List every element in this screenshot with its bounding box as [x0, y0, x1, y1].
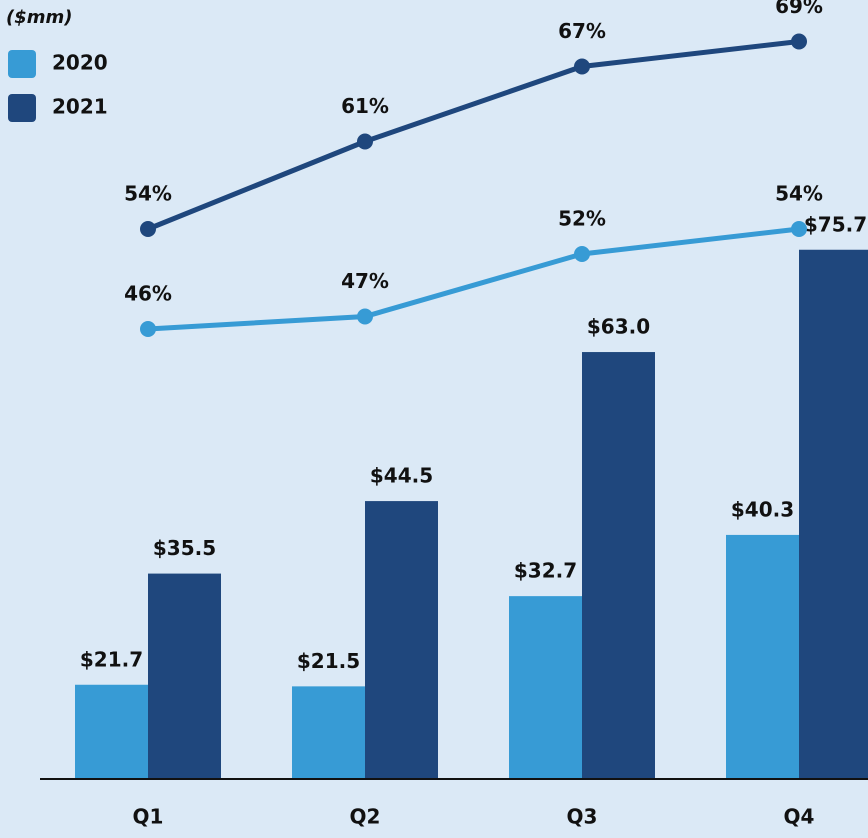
legend-label: 2020 [52, 51, 108, 75]
line-point [357, 133, 373, 150]
bar [365, 501, 438, 779]
line-point [791, 33, 807, 50]
line-point [574, 58, 590, 75]
legend-label: 2021 [52, 95, 108, 119]
x-tick-label: Q1 [133, 805, 164, 829]
bar-value-label: $32.7 [514, 559, 577, 583]
line [147, 226, 800, 332]
bar [292, 686, 365, 779]
bar-value-label: $40.3 [731, 497, 794, 521]
bar [509, 596, 582, 779]
line-point [574, 246, 590, 262]
bar [799, 249, 868, 779]
bar-value-label: $21.7 [80, 647, 143, 671]
line-point [791, 221, 807, 237]
chart-subtitle: ($mm) [6, 7, 73, 28]
line-value-label: 46% [124, 282, 172, 306]
legend-swatch [8, 94, 36, 122]
bar-value-label: $75.7 [804, 212, 867, 236]
line-value-label: 54% [124, 182, 172, 206]
line-point [357, 308, 373, 325]
line-value-label: 69% [775, 0, 823, 18]
line-value-label: 67% [558, 19, 606, 43]
line-value-label: 61% [341, 94, 389, 118]
bar [75, 684, 148, 779]
line-point [140, 221, 156, 237]
bar-value-label: $35.5 [153, 536, 216, 560]
bar-value-label: $63.0 [587, 315, 650, 339]
bar [148, 573, 221, 779]
bar-value-label: $44.5 [370, 464, 433, 488]
bar [582, 352, 655, 779]
x-tick-label: Q4 [784, 805, 815, 829]
line [147, 39, 800, 232]
x-tick-label: Q2 [350, 805, 381, 829]
legend-swatch [8, 50, 36, 78]
line-value-label: 54% [775, 182, 823, 206]
line-point [140, 321, 156, 337]
line-value-label: 52% [558, 207, 606, 231]
bar-value-label: $21.5 [297, 649, 360, 673]
line-value-label: 47% [341, 269, 389, 293]
bar [726, 534, 799, 779]
x-tick-label: Q3 [567, 805, 598, 829]
